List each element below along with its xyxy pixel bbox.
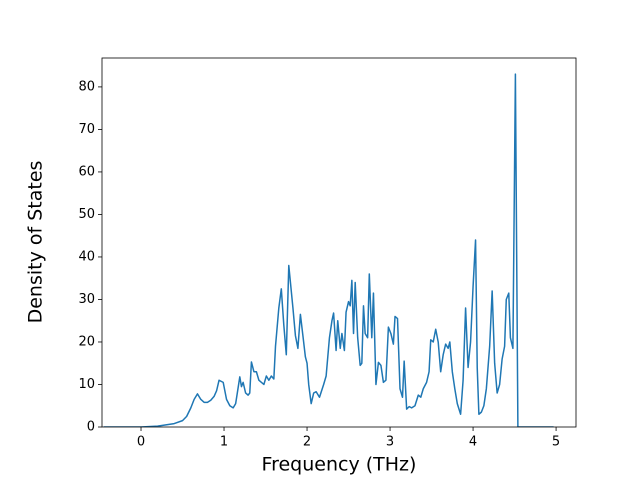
x-axis-label: Frequency (THz) xyxy=(262,454,417,476)
x-tick-label: 2 xyxy=(303,435,311,450)
y-tick-label: 20 xyxy=(78,334,95,349)
y-tick-label: 80 xyxy=(78,79,95,94)
y-axis-label: Density of States xyxy=(25,161,47,324)
y-tick-label: 60 xyxy=(78,164,95,179)
y-tick-label: 70 xyxy=(78,122,95,137)
dos-line xyxy=(103,73,554,427)
x-tick-label: 5 xyxy=(552,435,560,450)
y-tick-label: 0 xyxy=(87,420,95,435)
y-tick-label: 30 xyxy=(78,292,95,307)
y-tick-label: 50 xyxy=(78,207,95,222)
y-tick-label: 40 xyxy=(78,249,95,264)
y-tick-label: 10 xyxy=(78,377,95,392)
x-tick-label: 0 xyxy=(137,435,145,450)
axes-frame xyxy=(101,57,577,428)
x-tick-label: 3 xyxy=(386,435,394,450)
x-tick-label: 4 xyxy=(469,435,477,450)
x-tick-label: 1 xyxy=(220,435,228,450)
